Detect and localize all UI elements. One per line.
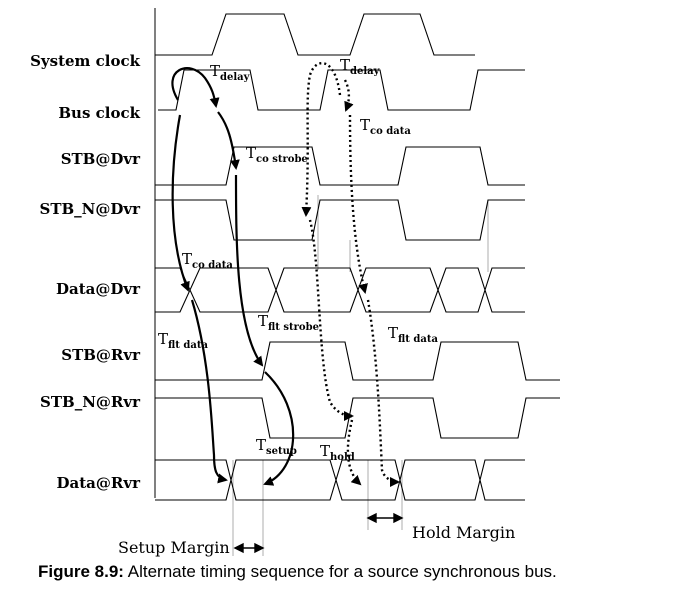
arrow-flt-data-dotted [366,299,400,487]
label-t-co-data-2: Tco data [182,250,233,271]
label-t-hold: Thold [320,442,355,463]
margin-arrows [233,512,404,554]
label-t-delay-1: Tdelay [210,62,251,83]
label-t-flt-data-1: Tflt data [158,330,208,351]
signal-label-stb-dvr: STB@Dvr [61,150,141,168]
waveform-stb-rvr [155,341,560,381]
timing-labels: Tdelay Tdelay Tco data Tco strobe Tco da… [158,56,438,463]
arrow-co-strobe-solid [217,111,240,170]
waveform-data-dvr-top [155,267,525,313]
arrow-delay-solid [171,67,220,108]
arrow-co-data-solid [171,114,190,292]
waveform-stb-n-rvr [155,397,560,439]
hold-margin-arrowhead-left [366,512,377,524]
caption-text: Alternate timing sequence for a source s… [123,562,557,581]
signal-label-system-clock: System clock [30,52,141,70]
waveform-data-rvr-bottom [155,459,525,501]
signal-labels: System clock Bus clock STB@Dvr STB_N@Dvr… [30,52,141,492]
figure-caption: Figure 8.9: Alternate timing sequence fo… [38,562,678,582]
signal-label-data-dvr: Data@Dvr [56,280,141,298]
hold-margin-label: Hold Margin [412,523,515,542]
arrow-flt-strobe-dotted [308,219,354,421]
arrow-setup-solid [263,371,295,486]
signal-label-data-rvr: Data@Rvr [57,474,142,492]
arrow-delay-dotted [301,61,342,217]
waveforms [155,13,560,501]
setup-margin-label: Setup Margin [118,538,230,557]
label-t-flt-data-2: Tflt data [388,324,438,345]
dotted-arrows [301,61,400,487]
label-t-co-strobe: Tco strobe [246,144,308,165]
setup-margin-arrowhead-left [233,542,244,554]
setup-margin-arrowhead-right [254,542,265,554]
caption-prefix: Figure 8.9: [38,562,124,581]
arrow-co-data-dotted [343,79,354,112]
waveform-stb-n-dvr [155,199,525,241]
solid-arrows [171,67,295,486]
label-t-co-data-1: Tco data [360,116,411,137]
waveform-stb-dvr [155,146,525,186]
waveform-system-clock [155,13,475,56]
hold-margin-arrowhead-right [393,512,404,524]
arrow-data-dvr-dotted [348,114,368,294]
signal-label-stb-rvr: STB@Rvr [61,346,141,364]
arrow-hold-dotted [346,419,362,486]
signal-label-stb-n-rvr: STB_N@Rvr [40,393,141,411]
arrow-flt-data-solid [190,299,228,484]
label-t-delay-2: Tdelay [340,56,381,77]
label-t-setup: Tsetup [256,436,297,457]
signal-label-stb-n-dvr: STB_N@Dvr [39,200,141,218]
arrow-flt-strobe-solid [234,174,264,367]
waveform-data-dvr-bottom [155,267,525,313]
guide-lines [232,195,489,556]
waveform-bus-clock [158,69,525,111]
signal-label-bus-clock: Bus clock [58,104,140,122]
label-t-flt-strobe: Tflt strobe [258,312,319,333]
